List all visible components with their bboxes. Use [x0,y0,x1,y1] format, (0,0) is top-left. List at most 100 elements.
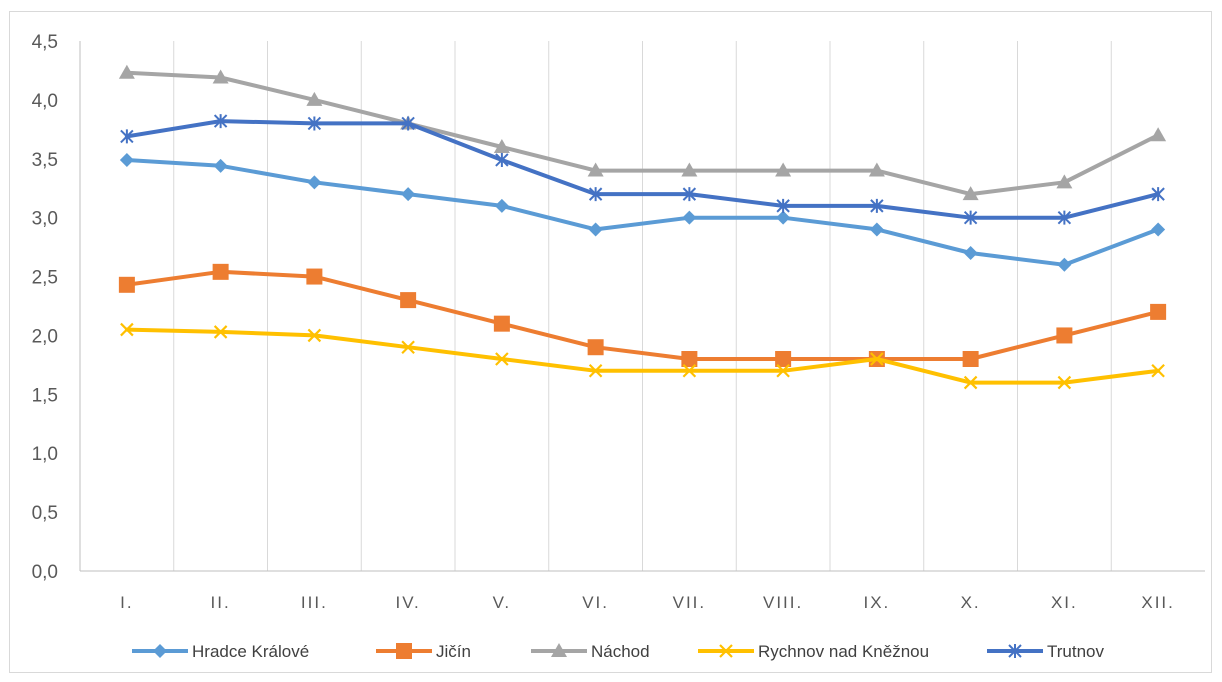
data-point [962,351,979,367]
y-tick-label: 0,5 [32,503,58,524]
series-line-1 [124,269,1161,361]
data-point [212,69,229,84]
x-tick-label: X. [961,593,981,612]
data-point [776,198,790,213]
y-tick-label: 4,5 [32,32,58,53]
data-point [212,263,229,280]
data-point [1151,222,1166,237]
legend-label: Rychnov nad Kněžnou [758,642,929,661]
data-point [400,292,417,309]
data-point [307,116,322,131]
data-point [493,139,510,153]
data-point [870,352,884,366]
data-point [1057,257,1072,272]
data-point [494,198,509,213]
x-tick-label: IV. [396,593,421,612]
data-point [776,364,790,378]
data-point [213,114,228,129]
data-point [588,364,603,378]
x-tick-label: XI. [1051,593,1078,612]
data-point [307,175,322,190]
data-point [963,210,978,225]
series-line-3 [124,327,1161,385]
data-point [1151,187,1165,202]
data-point [495,352,509,366]
legend-marker [1008,644,1022,658]
y-tick-label: 4,0 [32,91,58,112]
data-point [1056,174,1073,189]
data-point [307,328,322,343]
series-line-0 [124,158,1161,267]
series-line-4 [124,119,1161,220]
data-point [963,246,978,260]
data-point [1056,327,1073,344]
data-point [775,162,792,177]
data-point [213,325,228,339]
x-tick-label: VIII. [763,593,803,612]
data-point [775,351,792,367]
y-tick-label: 2,5 [32,268,58,289]
legend-label: Trutnov [1047,642,1105,661]
y-tick-label: 3,5 [32,150,58,171]
x-tick-label: III. [301,593,328,612]
data-point [306,268,323,285]
legend-label: Hradce Králové [192,642,309,661]
data-point [1151,364,1165,378]
data-point [588,222,603,237]
y-tick-label: 3,0 [32,209,58,230]
data-point [681,162,698,177]
legend-marker [719,644,733,658]
legend-marker [396,643,412,659]
data-point [587,162,604,177]
data-point [963,375,978,390]
data-point [588,187,603,202]
legend-label: Náchod [591,642,650,661]
legend-marker [153,644,167,658]
data-point [682,187,697,202]
x-tick-label: VII. [673,593,707,612]
x-tick-label: I. [120,593,133,612]
data-point [120,129,134,144]
x-tick-label: VI. [582,593,609,612]
data-point [118,276,135,293]
data-point [962,186,979,201]
legend-item: Trutnov [987,642,1105,661]
data-point [306,91,323,106]
data-point [118,64,135,79]
legend-item: Rychnov nad Kněžnou [698,642,929,661]
data-point [587,339,604,356]
y-tick-label: 1,5 [32,385,58,406]
x-tick-label: V. [493,593,512,612]
data-point [682,210,697,225]
data-point [120,322,134,337]
data-point [1057,375,1072,390]
y-tick-label: 1,0 [32,444,58,465]
data-point [776,210,791,225]
data-point [682,364,697,378]
y-tick-label: 0,0 [32,562,58,583]
data-point [401,340,415,354]
data-point [493,315,510,332]
data-point [1057,210,1072,225]
y-tick-label: 2,0 [32,326,58,347]
legend-item: Hradce Králové [132,642,309,661]
data-point [119,152,134,167]
x-tick-label: XII. [1141,593,1175,612]
data-point [870,198,884,213]
legend-marker [551,643,567,657]
series-line-2 [124,70,1161,197]
data-point [869,222,884,237]
legend-label: Jičín [436,642,471,661]
data-point [401,116,415,131]
legend-item: Jičín [376,642,471,661]
data-point [681,351,698,367]
data-point [495,152,509,167]
legend-item: Náchod [531,642,650,661]
data-point [1150,127,1167,142]
data-point [213,158,228,173]
data-point [401,187,416,202]
x-tick-label: II. [211,593,231,612]
data-point [868,162,885,177]
data-point [1150,303,1167,320]
